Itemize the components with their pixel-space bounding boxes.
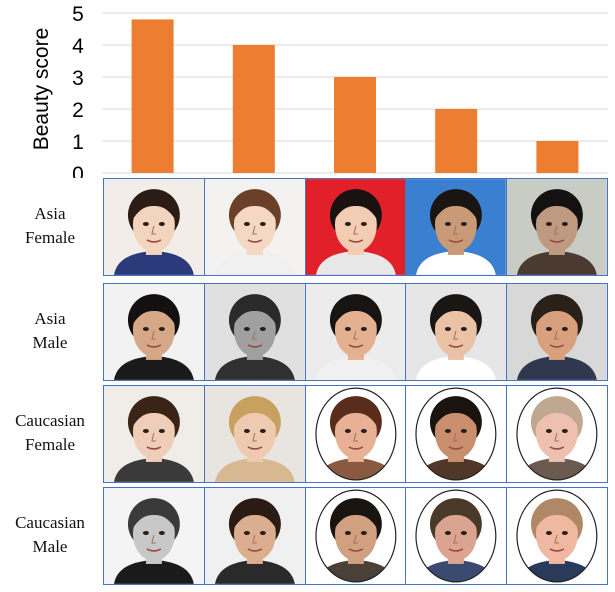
row-label: Caucasian Female [0,409,100,457]
face-cell [305,386,407,482]
y-tick-label: 4 [72,35,84,58]
bar-5 [536,141,579,173]
row-label: Caucasian Male [0,511,100,559]
y-tick-label: 3 [72,67,84,90]
row-label: Asia Female [0,202,100,250]
y-tick-label: 2 [72,99,84,122]
face-cell [507,179,607,275]
face-cell [406,179,508,275]
bars [131,19,579,174]
face-row [103,178,608,276]
face-cell [406,386,508,482]
face-portrait [104,488,204,584]
face-portrait [507,284,607,380]
face-portrait [305,386,406,482]
face-cell [305,284,407,380]
face-cell [507,284,607,380]
face-portrait [507,386,607,482]
y-tick-label: 5 [72,3,84,26]
face-portrait [406,386,507,482]
face-portrait [204,179,305,275]
face-portrait [507,179,607,275]
row-label: Asia Male [0,307,100,355]
face-portrait [204,488,305,584]
face-portrait [406,179,507,275]
face-portrait [104,284,204,380]
row-label-line1: Caucasian [15,513,85,532]
row-label-line2: Female [24,228,76,247]
face-cell [305,179,407,275]
face-row [103,385,608,483]
face-cell [507,488,607,584]
row-label-line1: Caucasian [15,411,85,430]
face-cell [204,386,306,482]
bar-3 [334,77,376,173]
face-portrait [305,179,406,275]
face-portrait [204,386,305,482]
face-cell [305,488,407,584]
face-portrait [406,488,507,584]
row-label-line2: Male [32,333,68,352]
bar-chart: 0 1 2 3 4 5 Beauty score [30,3,608,178]
face-portrait [305,488,406,584]
y-tick-label: 0 [72,163,84,178]
row-label-line1: Asia [34,309,66,328]
row-label-line1: Asia [34,204,66,223]
face-cell [204,488,306,584]
row-label-line2: Female [24,435,76,454]
face-row [103,487,608,585]
face-cell [104,488,205,584]
face-cell [204,284,306,380]
bar-2 [232,45,275,173]
face-portrait [507,488,607,584]
face-portrait [305,284,406,380]
bar-4 [435,109,478,173]
face-portrait [104,179,204,275]
face-cell [104,284,205,380]
face-cell [507,386,607,482]
face-portrait [104,386,204,482]
y-axis-label: Beauty score [30,28,53,151]
face-cell [406,284,508,380]
face-portrait [406,284,507,380]
face-cell [104,179,205,275]
row-label-line2: Male [32,537,68,556]
bar-1 [131,19,174,174]
face-cell [204,179,306,275]
face-cell [406,488,508,584]
y-tick-label: 1 [72,131,84,154]
y-tick-labels: 0 1 2 3 4 5 [72,3,84,178]
face-cell [104,386,205,482]
face-row [103,283,608,381]
face-portrait [204,284,305,380]
